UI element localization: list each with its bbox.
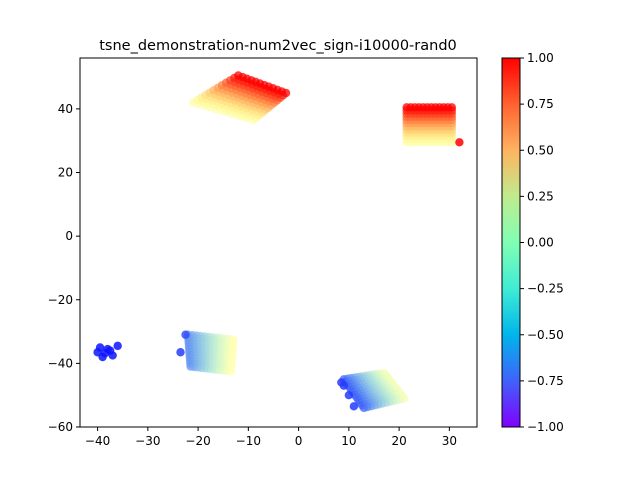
x-tick-label: 0 <box>295 434 303 448</box>
colorbar-tick-label: 0.50 <box>527 143 554 157</box>
x-tick-label: −20 <box>185 434 210 448</box>
scatter-point <box>105 346 115 355</box>
x-tick-label: −30 <box>135 434 160 448</box>
colorbar-tick-label: −0.75 <box>527 374 564 388</box>
scatter-point <box>176 348 185 357</box>
x-tick-label: 20 <box>391 434 406 448</box>
colorbar-ticks: −1.00 −0.75 −0.50 −0.25 0.00 0.25 0.50 0.75 1.00 <box>520 51 564 434</box>
scatter-point <box>337 378 346 387</box>
y-tick-label: −60 <box>48 420 73 434</box>
y-tick-label: 40 <box>58 102 73 116</box>
colorbar-gradient <box>501 57 521 428</box>
scatter-points <box>93 71 464 413</box>
colorbar-tick-label: 0.00 <box>527 236 554 250</box>
x-axis: −40 −30 −20 −10 0 10 20 30 <box>85 427 457 448</box>
colorbar-tick-label: −1.00 <box>527 420 564 434</box>
scatter-point <box>349 402 359 411</box>
x-tick-label: −40 <box>85 434 110 448</box>
scatter-point <box>281 88 291 98</box>
scatter-point <box>181 330 190 339</box>
scatter-point <box>447 103 457 112</box>
y-tick-label: 20 <box>58 166 73 180</box>
chart-title: tsne_demonstration-num2vec_sign-i10000-r… <box>99 38 457 54</box>
x-tick-label: 10 <box>341 434 356 448</box>
colorbar-tick-label: −0.50 <box>527 328 564 342</box>
y-tick-label: −20 <box>48 293 73 307</box>
colorbar: −1.00 −0.75 −0.50 −0.25 0.00 0.25 0.50 0.75 1.00 <box>501 51 564 434</box>
scatter-point <box>95 343 105 352</box>
colorbar-tick-label: 1.00 <box>527 51 554 65</box>
scatter-point <box>399 394 409 403</box>
plot-frame <box>79 57 478 428</box>
scatter-point <box>226 367 235 376</box>
colorbar-tick-label: 0.25 <box>527 189 554 203</box>
scatter-point <box>344 390 354 400</box>
y-tick-label: 0 <box>65 229 73 243</box>
colorbar-tick-label: −0.25 <box>527 282 564 296</box>
x-tick-label: 30 <box>442 434 457 448</box>
y-tick-label: −40 <box>48 356 73 370</box>
scatter-point <box>113 341 122 351</box>
y-axis: −60 −40 −20 0 20 40 <box>48 102 80 434</box>
x-tick-label: −10 <box>236 434 261 448</box>
scatter-point <box>455 138 464 147</box>
colorbar-tick-label: 0.75 <box>527 97 554 111</box>
